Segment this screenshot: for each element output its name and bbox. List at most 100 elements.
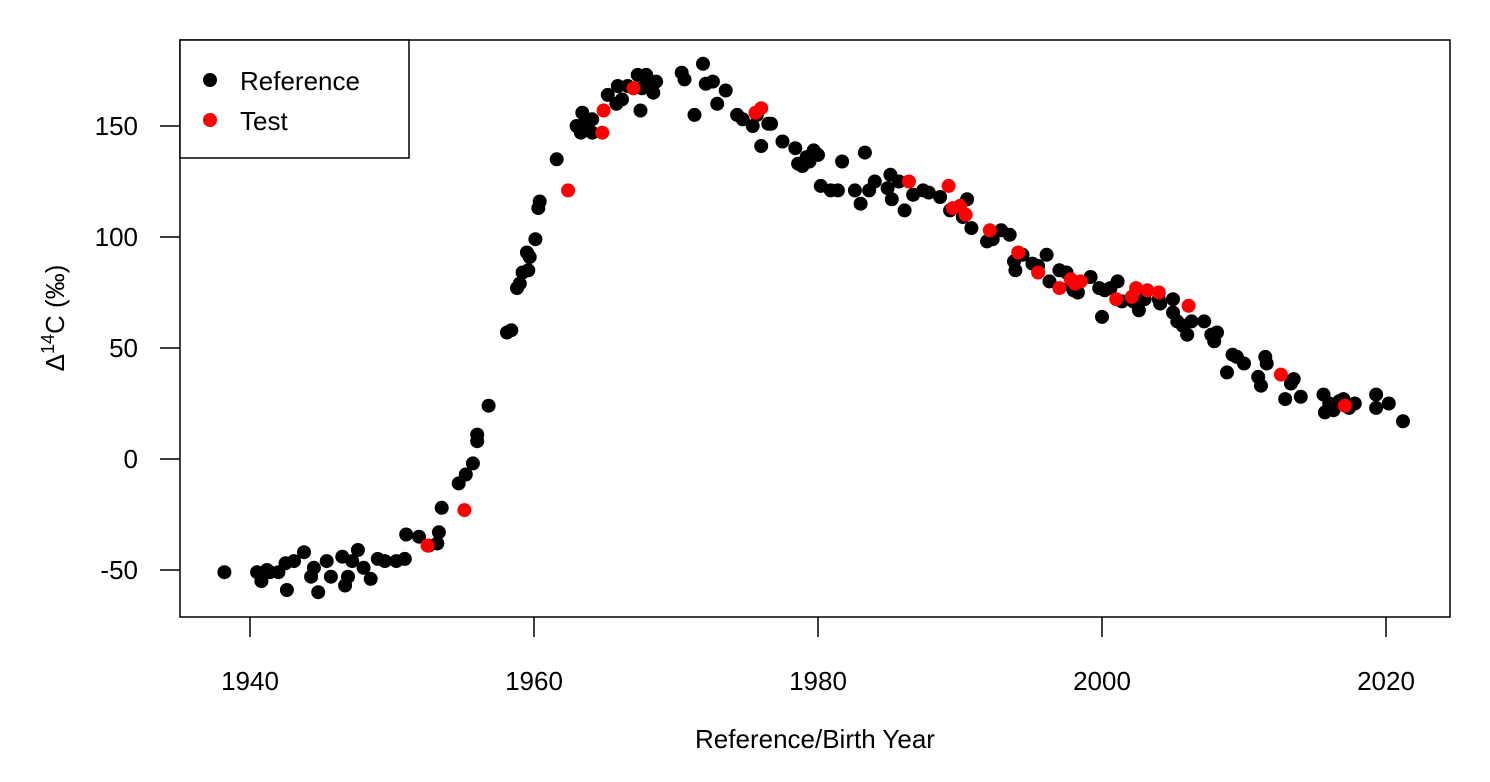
point-test-15 bbox=[1031, 265, 1046, 280]
point-reference-34 bbox=[465, 456, 480, 471]
point-reference-12 bbox=[311, 585, 326, 600]
point-reference-18 bbox=[345, 554, 360, 569]
point-reference-173 bbox=[1381, 396, 1396, 411]
point-reference-0 bbox=[217, 565, 232, 580]
y-tick-label-50: 50 bbox=[109, 333, 138, 363]
point-reference-156 bbox=[1254, 378, 1268, 393]
point-test-7 bbox=[754, 101, 769, 116]
point-reference-55 bbox=[585, 125, 600, 140]
point-reference-112 bbox=[964, 221, 979, 236]
point-test-14 bbox=[1011, 245, 1026, 260]
x-axis: 1940 1960 1980 2000 2020 bbox=[221, 617, 1415, 696]
point-reference-90 bbox=[811, 147, 825, 162]
point-reference-74 bbox=[710, 96, 725, 111]
y-axis-label-rest: C (‰) bbox=[40, 265, 70, 334]
point-reference-39 bbox=[504, 323, 519, 338]
point-reference-73 bbox=[705, 74, 720, 89]
point-reference-31 bbox=[434, 500, 449, 515]
point-reference-59 bbox=[615, 92, 629, 107]
point-reference-21 bbox=[363, 571, 378, 586]
point-reference-77 bbox=[735, 112, 750, 127]
point-reference-20 bbox=[356, 560, 371, 575]
point-reference-44 bbox=[521, 263, 536, 278]
point-reference-150 bbox=[1210, 325, 1224, 340]
point-reference-58 bbox=[610, 79, 625, 93]
point-reference-103 bbox=[891, 174, 906, 189]
y-axis: -50 0 50 100 150 bbox=[95, 111, 180, 585]
point-reference-108 bbox=[933, 190, 948, 204]
point-test-13 bbox=[982, 223, 997, 238]
point-reference-131 bbox=[1095, 309, 1109, 324]
point-reference-26 bbox=[399, 527, 414, 542]
point-reference-96 bbox=[853, 196, 868, 211]
point-reference-36 bbox=[470, 434, 485, 449]
point-reference-83 bbox=[775, 134, 790, 149]
point-reference-54 bbox=[585, 112, 600, 127]
point-reference-134 bbox=[1110, 274, 1125, 289]
point-reference-62 bbox=[633, 103, 648, 118]
point-reference-140 bbox=[1153, 296, 1168, 311]
y-tick-label-100: 100 bbox=[95, 222, 138, 252]
data-points bbox=[217, 56, 1410, 600]
point-test-20 bbox=[1109, 292, 1124, 307]
point-test-19 bbox=[1073, 274, 1088, 289]
point-reference-75 bbox=[718, 83, 733, 98]
point-reference-14 bbox=[323, 569, 338, 584]
point-reference-49 bbox=[549, 152, 564, 167]
point-reference-66 bbox=[646, 85, 661, 100]
point-test-3 bbox=[595, 125, 610, 140]
point-reference-13 bbox=[319, 554, 334, 569]
point-reference-104 bbox=[897, 203, 912, 218]
point-test-27 bbox=[1337, 398, 1352, 413]
point-reference-25 bbox=[397, 551, 412, 566]
point-reference-137 bbox=[1131, 303, 1146, 318]
point-reference-93 bbox=[830, 183, 845, 198]
point-reference-17 bbox=[341, 569, 355, 584]
point-reference-145 bbox=[1180, 327, 1195, 342]
point-reference-30 bbox=[431, 525, 446, 540]
point-test-8 bbox=[901, 174, 916, 189]
point-reference-82 bbox=[764, 116, 779, 131]
point-reference-123 bbox=[1042, 274, 1057, 289]
point-reference-159 bbox=[1278, 392, 1293, 407]
x-tick-label-2000: 2000 bbox=[1073, 666, 1131, 696]
point-reference-102 bbox=[884, 192, 899, 207]
point-test-23 bbox=[1140, 283, 1155, 298]
x-tick-label-1960: 1960 bbox=[505, 666, 563, 696]
x-tick-label-1980: 1980 bbox=[789, 666, 847, 696]
x-axis-label: Reference/Birth Year bbox=[695, 724, 935, 754]
point-test-16 bbox=[1052, 281, 1067, 296]
point-reference-45 bbox=[522, 250, 537, 264]
point-reference-116 bbox=[1002, 227, 1017, 242]
legend: Reference Test bbox=[179, 39, 410, 159]
point-reference-95 bbox=[847, 183, 862, 198]
y-axis-label-delta: Δ bbox=[40, 354, 70, 371]
point-reference-41 bbox=[512, 276, 527, 291]
point-test-0 bbox=[420, 538, 435, 553]
point-reference-147 bbox=[1197, 314, 1212, 329]
point-test-9 bbox=[941, 178, 956, 193]
legend-label-reference: Reference bbox=[240, 66, 360, 96]
y-tick-label--50: -50 bbox=[100, 555, 138, 585]
point-test-12 bbox=[958, 207, 973, 222]
point-test-1 bbox=[457, 503, 472, 518]
point-reference-171 bbox=[1369, 387, 1384, 402]
point-reference-67 bbox=[649, 74, 664, 89]
point-test-2 bbox=[561, 183, 576, 198]
point-reference-122 bbox=[1039, 247, 1054, 262]
point-reference-70 bbox=[687, 107, 702, 122]
point-test-26 bbox=[1273, 367, 1288, 382]
point-reference-84 bbox=[788, 141, 803, 156]
point-reference-100 bbox=[880, 181, 895, 196]
legend-marker-test bbox=[203, 113, 217, 127]
point-reference-146 bbox=[1184, 314, 1199, 329]
point-reference-78 bbox=[745, 119, 760, 133]
plot-box bbox=[179, 39, 1451, 618]
point-test-22 bbox=[1129, 281, 1144, 296]
legend-marker-reference bbox=[203, 73, 217, 87]
y-axis-label: Δ14C (‰) bbox=[38, 265, 70, 372]
point-reference-19 bbox=[350, 543, 365, 557]
point-reference-154 bbox=[1237, 356, 1251, 371]
point-reference-158 bbox=[1259, 356, 1274, 371]
